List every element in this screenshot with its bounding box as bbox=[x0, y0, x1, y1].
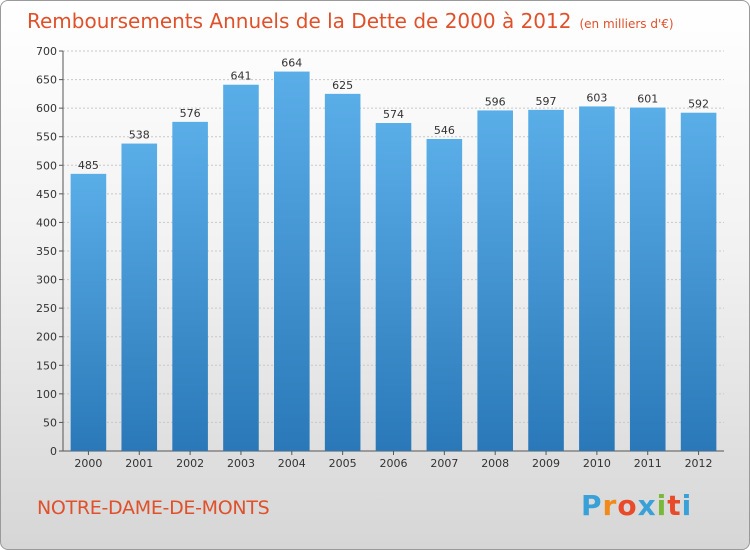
y-tick-label: 350 bbox=[36, 245, 57, 258]
y-tick-label: 200 bbox=[36, 331, 57, 344]
y-tick-label: 50 bbox=[43, 416, 57, 429]
x-tick-label: 2012 bbox=[685, 457, 713, 470]
y-tick-label: 100 bbox=[36, 388, 57, 401]
bar-2008 bbox=[477, 110, 513, 451]
y-tick-label: 500 bbox=[36, 159, 57, 172]
y-tick-label: 300 bbox=[36, 274, 57, 287]
y-tick-label: 400 bbox=[36, 216, 57, 229]
y-tick-label: 250 bbox=[36, 302, 57, 315]
bar-2005 bbox=[324, 93, 361, 451]
unit-text: (en milliers d'€) bbox=[579, 17, 674, 31]
x-tick-label: 2004 bbox=[278, 457, 306, 470]
value-label: 574 bbox=[383, 108, 404, 121]
commune-name: NOTRE-DAME-DE-MONTS bbox=[37, 497, 270, 519]
x-tick-label: 2006 bbox=[380, 457, 408, 470]
bar-2009 bbox=[528, 109, 564, 451]
x-tick-label: 2008 bbox=[481, 457, 509, 470]
x-tick-label: 2009 bbox=[532, 457, 560, 470]
x-tick-label: 2002 bbox=[176, 457, 204, 470]
x-tick-labels: 2000 2001 2002 2003 2004 2005 2006 2007 2008 2009… bbox=[74, 451, 713, 470]
y-tick-label: 550 bbox=[36, 131, 57, 144]
bar-2010 bbox=[579, 106, 615, 451]
logo-letter: i bbox=[656, 489, 668, 522]
y-tick-label: 700 bbox=[36, 45, 57, 58]
bar-2011 bbox=[629, 107, 666, 452]
value-label: 597 bbox=[536, 95, 557, 108]
x-tick-label: 2011 bbox=[634, 457, 662, 470]
x-tick-label: 2003 bbox=[227, 457, 255, 470]
logo-letter: P bbox=[581, 489, 603, 522]
y-tick-label: 600 bbox=[36, 102, 57, 115]
bar-2012 bbox=[680, 112, 717, 451]
x-tick-label: 2000 bbox=[74, 457, 102, 470]
value-label: 603 bbox=[586, 91, 607, 104]
x-tick-label: 2010 bbox=[583, 457, 611, 470]
value-label: 664 bbox=[281, 57, 302, 70]
value-label: 538 bbox=[129, 129, 150, 142]
y-tick-labels: 0 50 100 150 200 250 300 350 400 450 500 550 600 650 7… bbox=[36, 45, 63, 458]
value-label: 592 bbox=[688, 98, 709, 111]
bars: 485 538 576 641 664 625 574 546 596 597 603 601 592 bbox=[70, 57, 717, 452]
bar-2006 bbox=[375, 123, 412, 451]
x-tick-label: 2005 bbox=[329, 457, 357, 470]
logo-letter: r bbox=[602, 489, 618, 522]
logo-letter: i bbox=[681, 489, 693, 522]
logo-letter: o bbox=[617, 489, 638, 522]
value-label: 601 bbox=[637, 93, 658, 106]
logo-letter: t bbox=[667, 489, 682, 522]
chart-title: Remboursements Annuels de la Dette de 20… bbox=[27, 9, 674, 33]
bar-2007 bbox=[426, 139, 463, 451]
value-label: 485 bbox=[78, 159, 99, 172]
y-tick-label: 450 bbox=[36, 188, 57, 201]
y-tick-label: 0 bbox=[50, 445, 57, 458]
bar-2001 bbox=[121, 143, 158, 452]
x-tick-label: 2001 bbox=[125, 457, 153, 470]
bar-2000 bbox=[70, 173, 107, 451]
logo-letter: x bbox=[637, 489, 657, 522]
x-tick-label: 2007 bbox=[430, 457, 458, 470]
y-tick-label: 650 bbox=[36, 74, 57, 87]
bar-2002 bbox=[172, 121, 208, 451]
proxiti-logo: Proxiti bbox=[581, 489, 692, 522]
value-label: 641 bbox=[230, 70, 251, 83]
value-label: 546 bbox=[434, 124, 455, 137]
value-label: 625 bbox=[332, 79, 353, 92]
value-label: 596 bbox=[485, 95, 506, 108]
bar-2004 bbox=[274, 71, 310, 452]
value-label: 576 bbox=[180, 107, 201, 120]
bar-2003 bbox=[223, 84, 259, 451]
title-text: Remboursements Annuels de la Dette de 20… bbox=[27, 9, 572, 33]
y-tick-label: 150 bbox=[36, 359, 57, 372]
